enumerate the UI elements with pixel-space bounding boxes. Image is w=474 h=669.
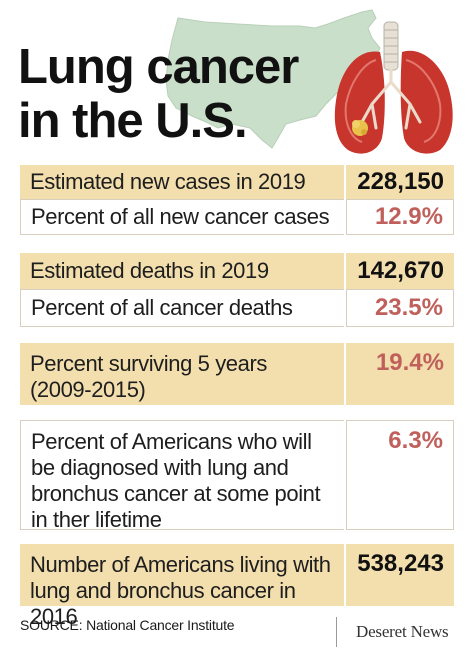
row-label-line: lung and bronchus cancer in 2016: [30, 578, 296, 629]
row-value: 12.9%: [346, 199, 454, 235]
header-illustration: [165, 9, 453, 154]
table-row: Percent of all new cancer cases 12.9%: [20, 199, 454, 235]
row-label-line: Percent surviving 5 years: [30, 351, 267, 376]
row-label: Percent of all new cancer cases: [20, 199, 344, 235]
row-label: Percent of all cancer deaths: [20, 289, 344, 327]
row-value: 23.5%: [346, 289, 454, 327]
row-label-line: Percent of Americans who will: [31, 429, 312, 454]
table-row: Percent surviving 5 years (2009-2015) 19…: [20, 343, 454, 405]
row-value: 19.4%: [346, 343, 454, 405]
footer-divider: [336, 617, 337, 647]
row-label: Percent surviving 5 years (2009-2015): [20, 343, 344, 405]
us-map-icon: [165, 9, 381, 149]
row-value: 538,243: [346, 544, 454, 606]
table-row: Estimated new cases in 2019 228,150: [20, 165, 454, 199]
row-label: Number of Americans living with lung and…: [20, 544, 344, 629]
publisher-logo: Deseret News: [356, 622, 449, 641]
row-label: Estimated new cases in 2019: [20, 165, 344, 199]
row-label-line: Number of Americans living with: [30, 552, 331, 577]
title-line-2: in the U.S.: [18, 94, 248, 148]
table-row: Estimated deaths in 2019 142,670: [20, 253, 454, 289]
table-row: Number of Americans living with lung and…: [20, 544, 454, 629]
table-row: Percent of Americans who will be diagnos…: [20, 420, 454, 532]
row-value: 142,670: [346, 253, 454, 289]
row-label-line: in ther lifetime: [31, 507, 162, 532]
source-note: SOURCE: National Cancer Institute: [20, 617, 235, 633]
row-label-line: bronchus cancer at some point: [31, 481, 321, 506]
row-value: 228,150: [346, 165, 454, 199]
row-label: Estimated deaths in 2019: [20, 253, 344, 289]
row-label-line: (2009-2015): [30, 377, 146, 402]
title-line-1: Lung cancer: [18, 40, 299, 94]
table-row: Percent of all cancer deaths 23.5%: [20, 289, 454, 327]
row-label-line: be diagnosed with lung and: [31, 455, 289, 480]
lungs-icon: [334, 21, 453, 154]
row-label: Percent of Americans who will be diagnos…: [20, 420, 344, 532]
row-value: 6.3%: [346, 420, 454, 530]
